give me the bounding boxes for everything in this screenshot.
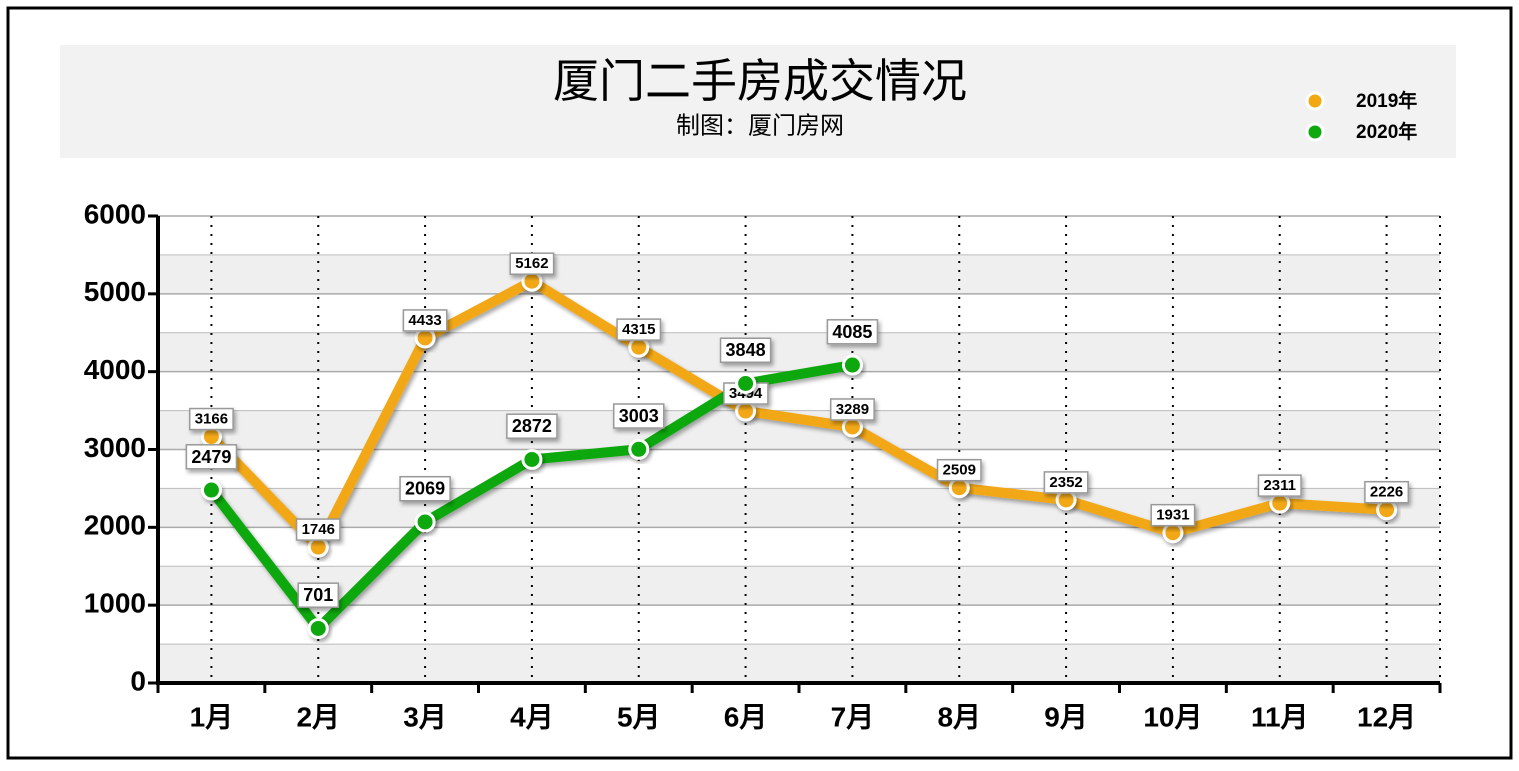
- data-label: 2226: [1370, 484, 1403, 501]
- data-label-group: 3166: [188, 407, 234, 431]
- data-label: 2069: [405, 479, 445, 499]
- data-label: 3289: [836, 401, 869, 418]
- data-label-box: [188, 407, 234, 431]
- data-label-box: [185, 444, 238, 470]
- data-label-box: [506, 413, 558, 439]
- grid-band: [158, 644, 1440, 683]
- y-tick-label: 0: [130, 665, 146, 696]
- data-label: 3848: [726, 340, 766, 360]
- x-tick-label: 8月: [937, 701, 981, 732]
- data-point: [628, 438, 650, 460]
- data-label: 4433: [408, 312, 441, 329]
- data-label: 2872: [512, 416, 552, 436]
- data-label-box: [1150, 503, 1196, 527]
- data-label-group: 5162: [509, 252, 555, 275]
- legend-label: 2019年: [1356, 89, 1417, 112]
- legend-label: 2020年: [1356, 120, 1417, 143]
- y-tick-label: 4000: [84, 354, 146, 385]
- data-label: 1931: [1156, 507, 1189, 524]
- data-label: 2479: [191, 447, 231, 467]
- x-tick-label: 2月: [296, 701, 340, 732]
- data-label-group: 2479: [185, 444, 238, 470]
- legend-marker: [1305, 91, 1325, 111]
- title-band: [60, 45, 1456, 158]
- y-tick-label: 1000: [84, 588, 146, 619]
- data-label-box: [1043, 471, 1089, 494]
- data-label-group: 2226: [1364, 480, 1410, 504]
- data-label-group: 701: [297, 582, 340, 608]
- data-point: [307, 617, 329, 639]
- data-label-group: 1931: [1150, 503, 1196, 527]
- data-label-box: [936, 458, 982, 482]
- grid-band: [158, 254, 1440, 294]
- data-point: [735, 372, 757, 394]
- x-tick-label: 11月: [1251, 701, 1309, 732]
- data-point: [200, 479, 222, 501]
- data-label-group: 3003: [612, 403, 665, 429]
- x-tick-label: 6月: [724, 701, 768, 732]
- data-label-group: 4085: [826, 319, 879, 345]
- data-label: 3166: [195, 411, 228, 428]
- data-label-box: [1257, 474, 1302, 497]
- data-label-group: 3289: [829, 398, 875, 421]
- data-label-group: 4433: [402, 309, 448, 332]
- data-label-box: [719, 337, 772, 363]
- data-label-box: [402, 309, 448, 332]
- data-label: 5162: [515, 255, 548, 272]
- data-label-box: [509, 252, 555, 275]
- x-tick-label: 7月: [831, 701, 875, 732]
- data-label: 4315: [622, 321, 655, 338]
- data-label-group: 2311: [1257, 474, 1302, 497]
- grid-band: [158, 332, 1440, 372]
- x-tick-label: 1月: [190, 701, 234, 732]
- data-label-box: [1364, 480, 1410, 504]
- data-label-group: 2872: [506, 413, 558, 439]
- data-label: 2509: [943, 462, 976, 479]
- x-tick-label: 10月: [1143, 701, 1202, 732]
- data-label-box: [297, 582, 340, 608]
- x-tick-label: 9月: [1044, 701, 1088, 732]
- data-label: 3003: [619, 406, 659, 426]
- data-label: 2352: [1049, 474, 1082, 491]
- data-label: 2311: [1263, 477, 1296, 494]
- data-label-box: [612, 403, 665, 429]
- data-point: [841, 354, 863, 376]
- legend-marker: [1305, 122, 1325, 142]
- data-label-box: [295, 518, 341, 541]
- y-tick-label: 6000: [84, 198, 146, 229]
- data-label-group: 2509: [936, 458, 982, 482]
- data-label-box: [826, 319, 879, 345]
- x-tick-label: 12月: [1357, 701, 1416, 732]
- y-tick-label: 2000: [84, 510, 146, 541]
- chart-title: 厦门二手房成交情况: [553, 55, 967, 107]
- data-label-group: 4315: [616, 318, 662, 341]
- data-label-group: 1746: [295, 518, 341, 541]
- x-tick-label: 3月: [403, 701, 447, 732]
- data-label-group: 3848: [719, 337, 772, 363]
- data-label-group: 2352: [1043, 471, 1089, 494]
- y-tick-label: 3000: [84, 432, 146, 463]
- y-tick-label: 5000: [84, 276, 146, 307]
- data-label-box: [616, 318, 662, 341]
- data-label: 4085: [832, 322, 872, 342]
- data-point: [521, 448, 543, 470]
- data-label: 701: [303, 585, 333, 605]
- data-label-group: 2069: [399, 475, 451, 502]
- data-point: [414, 511, 436, 533]
- data-label-box: [829, 398, 875, 421]
- data-label: 1746: [302, 521, 335, 538]
- chart-subtitle: 制图：厦门房网: [676, 112, 844, 139]
- data-label-box: [399, 475, 451, 502]
- series-line: [207, 276, 1387, 553]
- x-tick-label: 5月: [617, 701, 661, 732]
- x-tick-label: 4月: [510, 701, 554, 732]
